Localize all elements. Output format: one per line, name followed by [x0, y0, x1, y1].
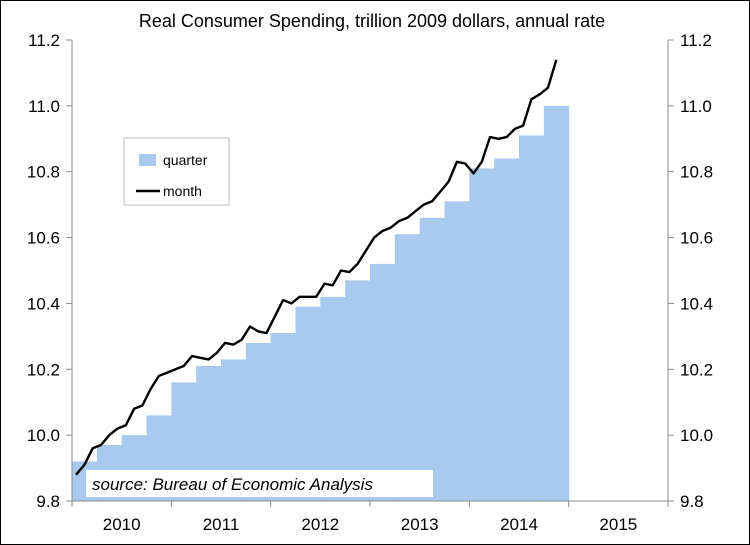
- quarter-bar: [320, 296, 346, 501]
- quarter-bar: [345, 280, 371, 501]
- x-tick-label: 2012: [301, 515, 339, 534]
- y-tick-label: 9.8: [36, 492, 60, 511]
- x-ticks: 2010 2011 2012 2013 2014 2015: [71, 501, 669, 534]
- x-tick-label: 2013: [401, 515, 439, 534]
- y-tick-label: 10.0: [27, 426, 60, 445]
- right-y-ticks: 9.8 10.0 10.2 10.4 10.6 10.8 11.0 11.2: [668, 31, 713, 511]
- y2-tick-label: 9.8: [680, 492, 704, 511]
- y2-tick-label: 11.0: [680, 97, 712, 116]
- source-box: [86, 470, 433, 497]
- x-tick-label: 2011: [203, 515, 240, 534]
- y2-tick-label: 10.0: [680, 426, 713, 445]
- quarter-bar: [419, 217, 445, 502]
- y-tick-label: 10.6: [27, 229, 60, 248]
- quarter-bar: [394, 234, 421, 501]
- y2-tick-label: 10.8: [680, 163, 713, 182]
- legend-quarter-swatch: [139, 154, 156, 166]
- x-tick-label: 2014: [500, 515, 538, 534]
- legend-quarter-label: quarter: [163, 152, 208, 168]
- y2-tick-label: 10.4: [680, 294, 713, 313]
- quarter-bar: [543, 105, 570, 501]
- source-text: source: Bureau of Economic Analysis: [92, 475, 373, 494]
- legend-month-label: month: [163, 183, 202, 199]
- y-tick-label: 11.0: [28, 97, 60, 116]
- quarter-bar: [370, 263, 396, 501]
- legend-box: [123, 137, 230, 206]
- y-tick-label: 11.2: [28, 31, 60, 50]
- y-tick-label: 10.2: [27, 360, 60, 379]
- quarter-bar: [519, 135, 545, 501]
- y2-tick-label: 11.2: [680, 31, 712, 50]
- month-series-line: [75, 59, 558, 476]
- y-tick-label: 10.8: [27, 163, 60, 182]
- quarter-bar: [295, 306, 321, 501]
- x-tick-label: 2015: [599, 515, 637, 534]
- source-annotation: source: Bureau of Economic Analysis: [86, 470, 433, 497]
- left-y-ticks: 9.8 10.0 10.2 10.4 10.6 10.8 11.0 11.2: [27, 31, 72, 511]
- y2-tick-label: 10.6: [680, 229, 713, 248]
- legend: quarter month: [123, 137, 230, 206]
- y2-tick-label: 10.2: [680, 360, 713, 379]
- x-tick-label: 2010: [103, 515, 141, 534]
- y-tick-label: 10.4: [27, 294, 60, 313]
- quarter-bar: [444, 201, 470, 501]
- chart-title: Real Consumer Spending, trillion 2009 do…: [139, 11, 605, 31]
- quarter-bar: [469, 168, 495, 501]
- quarter-bar: [494, 158, 520, 502]
- quarter-series: [72, 105, 570, 502]
